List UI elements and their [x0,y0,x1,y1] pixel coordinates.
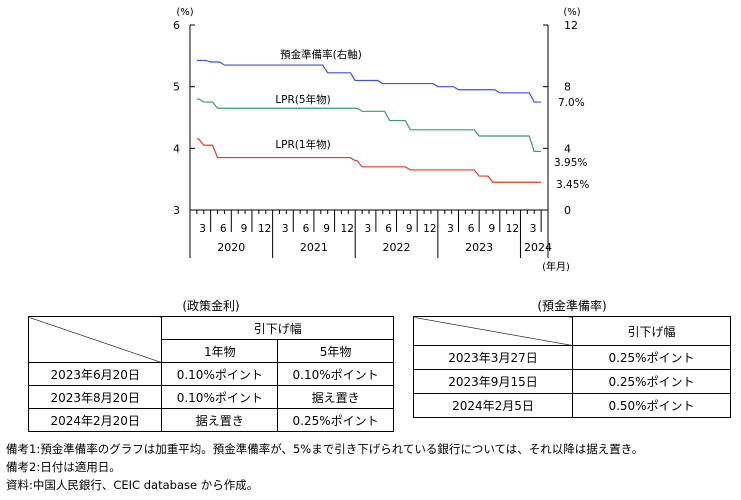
x-year-label: 2021 [300,241,328,254]
value-cell: 据え置き [161,408,279,432]
y2-tick-label: 8 [564,81,571,94]
x-tick-label: 6 [385,223,392,235]
col-header: 引下げ幅 [572,316,731,346]
date-cell: 2023年3月27日 [413,345,573,370]
y2-tick-label: 0 [564,204,571,217]
series-line [196,98,542,153]
x-year-label: 2024 [524,241,552,254]
x-tick-label: 12 [423,223,436,235]
footnotes: 備考1:預金準備率のグラフは加重平均。預金準備率が、5%まで引き下げられている銀… [6,440,643,494]
value-cell: 0.25%ポイント [277,408,394,432]
date-cell: 2023年6月20日 [27,362,163,386]
table-row: 2023年6月20日 0.10%ポイント 0.10%ポイント [27,362,394,386]
value-cell: 0.10%ポイント [161,362,279,386]
value-cell: 0.25%ポイント [572,369,731,394]
data-label: 3.95% [554,157,587,169]
y2-tick-label: 12 [564,19,578,32]
date-cell: 2024年2月5日 [413,393,573,418]
x-year-label: 2023 [465,241,493,254]
x-tick-label: 6 [468,223,475,235]
value-cell: 0.10%ポイント [161,385,279,409]
table-row: 2024年2月5日 0.50%ポイント [413,393,731,418]
x-axis-unit: (年月) [542,260,570,273]
value-cell: 0.50%ポイント [572,393,731,418]
policy-rate-table: 引下げ幅 1年物 5年物 2023年6月20日 0.10%ポイント 0.10%ポ… [27,316,394,432]
reserve-ratio-table: 引下げ幅 2023年3月27日 0.25%ポイント 2023年9月15日 0.2… [413,316,731,418]
data-label: 7.0% [558,97,585,109]
x-tick-label: 9 [323,223,330,235]
date-cell: 2024年2月20日 [27,408,163,432]
table-row: 2023年9月15日 0.25%ポイント [413,369,731,394]
data-label: 3.45% [556,179,589,191]
group-header: 引下げ幅 [161,316,394,340]
series-label: LPR(5年物) [275,93,330,106]
x-tick-label: 3 [199,223,206,235]
col-header: 1年物 [161,339,279,363]
x-tick-label: 9 [406,223,413,235]
value-cell: 0.25%ポイント [572,345,731,370]
left-axis-unit: (%) [176,7,193,18]
right-axis-unit: (%) [563,7,580,18]
chart-axes [189,24,549,258]
table-row: 2024年2月20日 据え置き 0.25%ポイント [27,408,394,432]
x-tick-label: 3 [365,223,372,235]
x-tick-label: 3 [282,223,289,235]
table-corner [27,316,163,363]
y-tick-label: 4 [173,142,180,155]
policy-table-title: (政策金利) [182,299,240,313]
x-tick-label: 6 [303,223,310,235]
y-tick-label: 3 [173,204,180,217]
x-tick-label: 12 [506,223,519,235]
note-line: 資料:中国人民銀行、CEIC database から作成。 [6,478,259,492]
reserve-table-title: (預金準備率) [537,299,607,313]
value-cell: 0.10%ポイント [277,362,394,386]
note-line: 備考2:日付は適用日。 [6,460,121,474]
x-year-label: 2020 [217,241,245,254]
table-row: 2023年3月27日 0.25%ポイント [413,345,731,370]
x-tick-label: 3 [447,223,454,235]
x-tick-label: 3 [530,223,537,235]
series-line [196,59,542,103]
y-tick-label: 5 [173,81,180,94]
table-corner [413,316,573,346]
x-tick-label: 9 [241,223,248,235]
chart-series [196,59,542,183]
series-line [196,138,542,183]
series-label: 預金準備率(右軸) [280,48,362,61]
col-header: 5年物 [277,339,394,363]
table-row: 2023年8月20日 0.10%ポイント 据え置き [27,385,394,409]
value-cell: 据え置き [277,385,394,409]
x-tick-label: 12 [341,223,354,235]
date-cell: 2023年8月20日 [27,385,163,409]
x-tick-label: 12 [258,223,271,235]
series-label: LPR(1年物) [275,138,330,151]
x-tick-label: 9 [488,223,495,235]
y-tick-label: 6 [173,19,180,32]
date-cell: 2023年9月15日 [413,369,573,394]
x-year-label: 2022 [383,241,411,254]
note-line: 備考1:預金準備率のグラフは加重平均。預金準備率が、5%まで引き下げられている銀… [6,442,644,456]
x-tick-label: 6 [220,223,227,235]
y2-tick-label: 4 [564,142,571,155]
